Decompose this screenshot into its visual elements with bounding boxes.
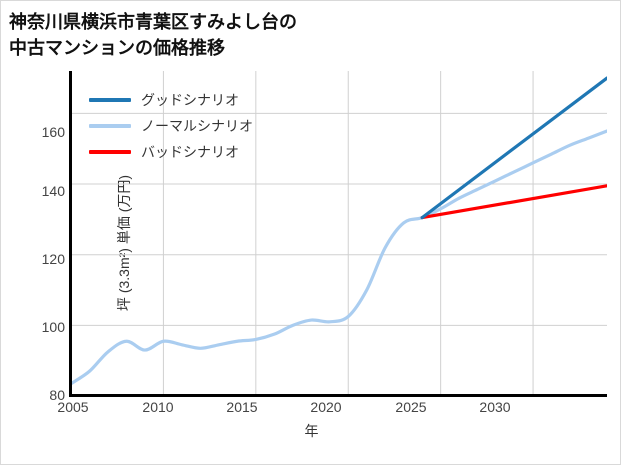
vertical-gridlines (162, 71, 534, 396)
x-axis-spine (69, 394, 607, 397)
page-title: 神奈川県横浜市青葉区すみよし台の 中古マンションの価格推移 (9, 12, 297, 59)
x-axis-label: 年 (304, 423, 319, 439)
legend-swatch-good (89, 98, 131, 102)
horizontal-gridlines (71, 112, 607, 396)
y-axis-spine (69, 71, 72, 397)
y-tick-label: 100 (41, 319, 65, 335)
legend-label-bad: バッドシナリオ (141, 144, 239, 160)
legend-item-normal: ノーマルシナリオ (89, 117, 253, 135)
legend-swatch-normal (89, 124, 131, 128)
chart-legend: グッドシナリオ ノーマルシナリオ バッドシナリオ (89, 91, 253, 161)
legend-item-good: グッドシナリオ (89, 91, 253, 109)
legend-item-bad: バッドシナリオ (89, 143, 253, 161)
y-tick-label: 120 (41, 251, 65, 267)
y-axis-ticks: 160 140 120 100 80 (1, 1, 65, 464)
x-tick-label: 2030 (479, 399, 511, 415)
series-line (71, 129, 607, 386)
x-tick-label: 2015 (226, 399, 258, 415)
x-tick-label: 2005 (57, 399, 89, 415)
plot-area (71, 71, 607, 396)
y-tick-label: 160 (41, 124, 65, 140)
series-line (420, 76, 607, 220)
series-lines (71, 76, 607, 386)
x-tick-label: 2020 (310, 399, 342, 415)
legend-label-good: グッドシナリオ (141, 92, 239, 108)
x-tick-label: 2025 (395, 399, 427, 415)
y-tick-label: 140 (41, 183, 65, 199)
x-tick-label: 2010 (142, 399, 174, 415)
legend-label-normal: ノーマルシナリオ (141, 118, 253, 134)
chart-canvas (71, 71, 607, 396)
legend-swatch-bad (89, 150, 131, 154)
y-tick-label: 80 (49, 387, 65, 403)
series-line (420, 184, 607, 220)
